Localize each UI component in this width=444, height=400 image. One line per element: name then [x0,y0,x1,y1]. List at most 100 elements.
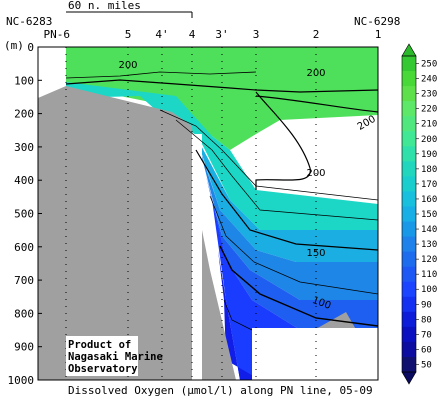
chart-title: Dissolved Oxygen (µmol/l) along PN line,… [68,384,373,397]
y-tick-label: 900 [14,341,34,354]
colorbar-tick-label: 180 [421,165,437,175]
colorbar-tick-label: 110 [421,270,437,280]
colorbar-bin [402,251,416,268]
contour-label: 150 [306,248,325,259]
colorbar-tick-label: 190 [421,150,437,160]
right-endpoint-label: NC-6298 [354,15,400,28]
colorbar-bin [402,356,416,373]
colorbar-bin [402,56,416,72]
colorbar-tick-label: 60 [421,345,432,355]
contour-label-text: 200 [118,60,137,71]
colorbar-bin [402,236,416,253]
y-tick-label: 0 [27,41,34,54]
colorbar-bin [402,341,416,358]
y-tick-label: 500 [14,208,34,221]
credit-note: Product of Nagasaki Marine Observatory [66,336,163,376]
y-tick-label: 600 [14,241,34,254]
colorbar-tick-label: 240 [421,75,437,85]
chart-title-unit: µmol/l [187,384,227,397]
contour-line [65,71,257,79]
colorbar-bin [402,176,416,192]
colorbar-tick-label: 170 [421,180,437,190]
contour-label-text: 200 [306,168,325,179]
station-label: 5 [125,28,132,41]
contour-line [209,195,378,295]
credit-line-1: Product of [68,339,131,351]
colorbar-bin [402,326,416,343]
colorbar-tick-label: 120 [421,255,437,265]
colorbar-tick-label: 70 [421,330,432,340]
colorbar-bin [402,116,416,132]
contour-label: 200 [118,60,137,71]
contour-line [159,109,378,201]
colorbar-tick-label: 100 [421,285,437,295]
colorbar-bin [402,296,416,313]
y-tick-label: 400 [14,174,34,187]
left-endpoint-label: NC-6283 [6,15,52,28]
colorbar-tick-label: 250 [421,60,437,70]
colorbar-tick-label: 200 [421,135,437,145]
colorbar-bin [402,221,416,237]
contour-line [195,149,378,251]
contour-label-text: 150 [306,248,325,259]
distance-scale: 60 n. miles [66,0,193,18]
colorbar-bottom-arrow [401,371,417,385]
y-tick-label: 300 [14,141,34,154]
station-label: 4' [155,28,168,41]
oxygen-band [66,47,378,150]
colorbar-bin [402,266,416,283]
contour-line [65,79,378,93]
oxygen-band [196,136,378,262]
contour-line [175,119,378,221]
oxygen-band [200,150,378,300]
no-data-mask [192,134,202,380]
chart-title-prefix: Dissolved Oxygen ( [68,384,187,397]
station-label: 1 [375,28,382,41]
plot-area: 0 100 200 300 400 500 600 700 800 900 1000 PN-6 5 4'… [8,28,382,387]
station-label: 3' [215,28,228,41]
colorbar-tick-label: 230 [421,90,437,100]
oxygen-band [66,82,378,230]
colorbar-tick-label: 150 [421,210,437,220]
contour-label: 200 [306,168,325,179]
colorbar-tick-label: 220 [421,105,437,115]
contour-line [223,299,253,331]
station-label: 2 [313,28,320,41]
colorbar-bin [402,191,416,207]
colorbar-tick-label: 130 [421,240,437,250]
colorbar-bin [402,101,416,117]
colorbar-tick-label: 210 [421,120,437,130]
station-label: 4 [189,28,196,41]
colorbar-bin [402,311,416,328]
y-tick-label: 800 [14,307,34,320]
y-tick-label: 1000 [8,374,35,387]
no-data-mask [252,328,378,380]
contour-line [255,95,378,113]
seafloor-shelf [38,86,236,380]
credit-line-3: Observatory [68,363,138,375]
colorbar-bin [402,146,416,162]
y-axis-label: (m) [4,39,24,52]
colorbar-tick-label: 160 [421,195,437,205]
y-tick-label: 700 [14,274,34,287]
station-label: PN-6 [44,28,71,41]
y-tick-label: 200 [14,108,34,121]
colorbar-tick-label: 140 [421,225,437,235]
chart-title-suffix: ) along PN line, 05-09 [227,384,373,397]
scale-bar-label: 60 n. miles [68,0,141,12]
colorbar: 250 240 230 220 210 200 190 180 170 160 150 140 130 1… [401,43,437,385]
colorbar-tick-label: 80 [421,315,432,325]
y-tick-label: 100 [14,74,34,87]
colorbar-tick-label: 90 [421,300,432,310]
colorbar-bin [402,281,416,298]
contour-line [255,91,311,190]
colorbar-bin [402,71,416,87]
colorbar-bin [402,161,416,177]
contour-line [219,245,378,327]
contour-label: 200 [306,68,325,79]
station-label: 3 [253,28,260,41]
colorbar-top-arrow [401,43,417,57]
colorbar-bin [402,131,416,147]
oxygen-band [218,250,260,380]
